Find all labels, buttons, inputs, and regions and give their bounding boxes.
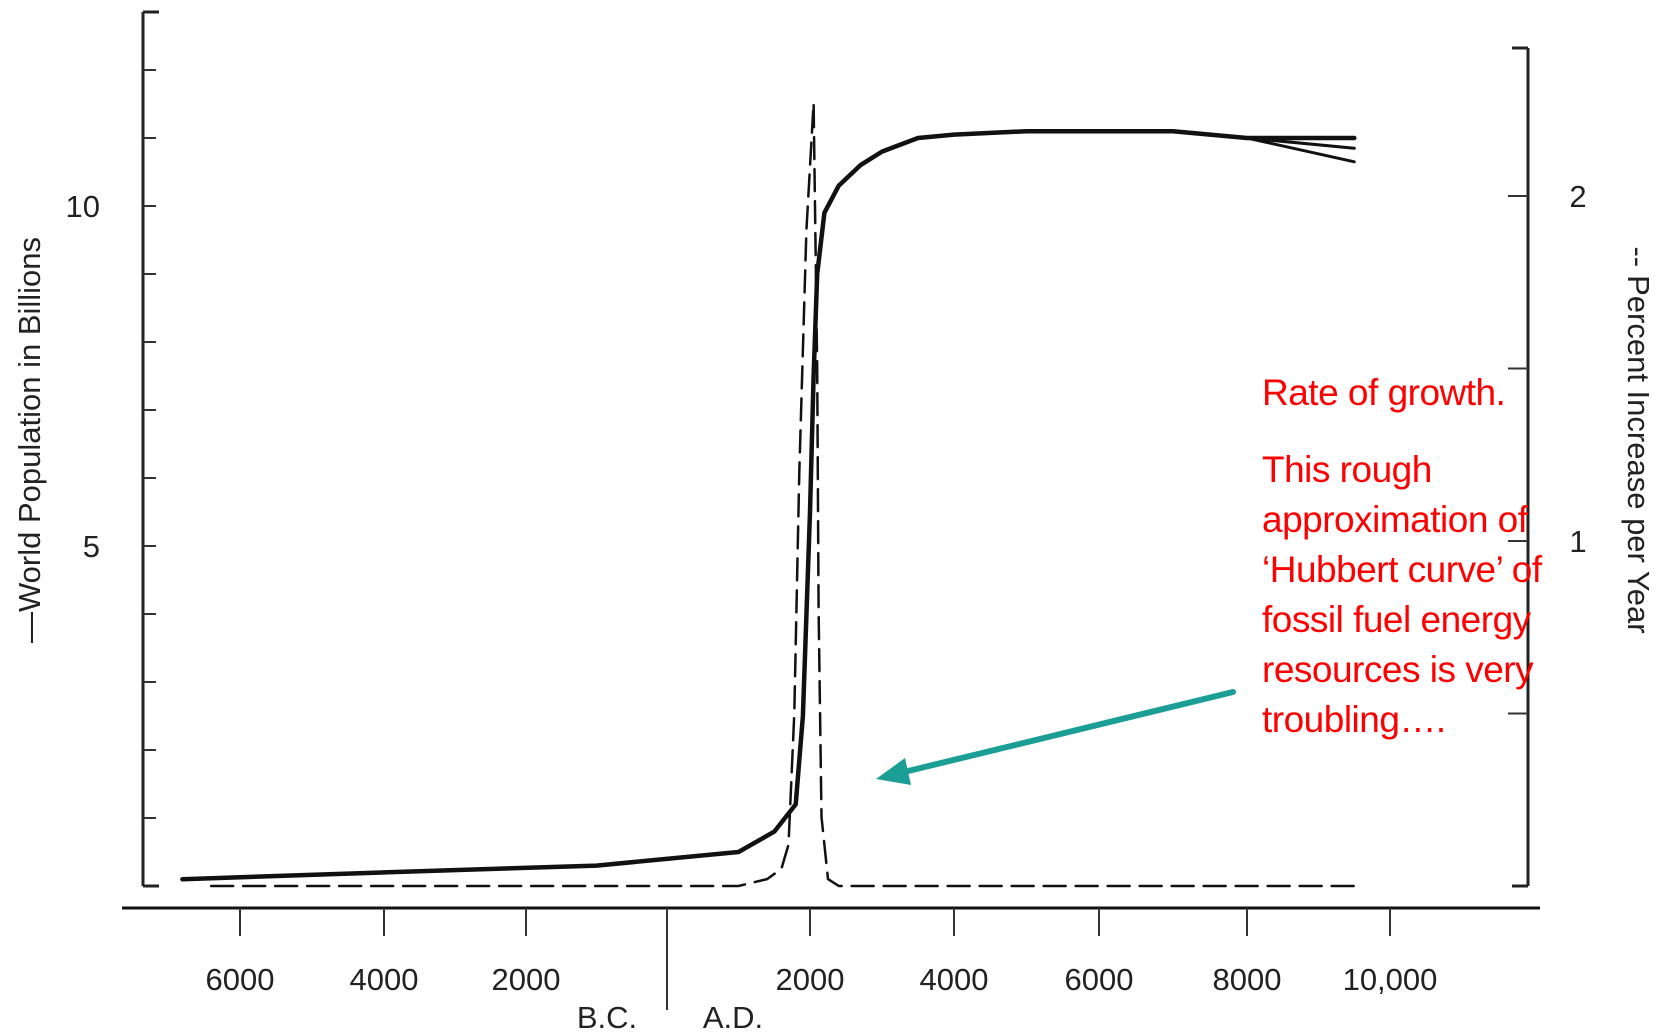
chart-axes [122, 10, 1540, 1010]
population-projection-line [1245, 136, 1356, 164]
annotation-body: This rough approximation of ‘Hubbert cur… [1262, 449, 1542, 740]
growth-rate-line [209, 101, 1356, 888]
population-projection-line [1245, 136, 1356, 150]
right-axis-label: Percent Increase per Year [1621, 275, 1656, 633]
x-tick-label: 6000 [1065, 962, 1134, 997]
era-label-bc: B.C. [577, 1000, 637, 1035]
chart-series [180, 101, 1357, 888]
left-axis-title: —World Population in Billions [12, 237, 47, 643]
arrow-head [876, 758, 911, 785]
tick-labels: 6000 4000 2000 2000 4000 6000 8000 10,000 10 5 2 1 [66, 179, 1587, 997]
x-tick-label: 6000 [206, 962, 275, 997]
annotation-arrow [876, 689, 1236, 785]
x-tick-label: 2000 [492, 962, 561, 997]
era-label-ad: A.D. [703, 1000, 763, 1035]
annotation-title: Rate of growth. [1262, 372, 1506, 413]
x-tick-label: 2000 [776, 962, 845, 997]
right-axis-title: -- Percent Increase per Year [1621, 246, 1656, 633]
y-tick-label: 5 [83, 529, 100, 564]
x-tick-label: 4000 [350, 962, 419, 997]
arrow-shaft [897, 689, 1236, 776]
x-tick-label: 8000 [1213, 962, 1282, 997]
left-axis-marker: — [12, 612, 47, 643]
left-axis-label: World Population in Billions [12, 237, 47, 612]
right-axis-marker: -- [1621, 246, 1656, 267]
y-tick-label: 10 [66, 189, 100, 224]
x-tick-label: 10,000 [1343, 962, 1438, 997]
y2-tick-label: 2 [1569, 179, 1586, 214]
population-line [180, 128, 1357, 882]
x-tick-label: 4000 [920, 962, 989, 997]
y2-tick-label: 1 [1569, 524, 1586, 559]
